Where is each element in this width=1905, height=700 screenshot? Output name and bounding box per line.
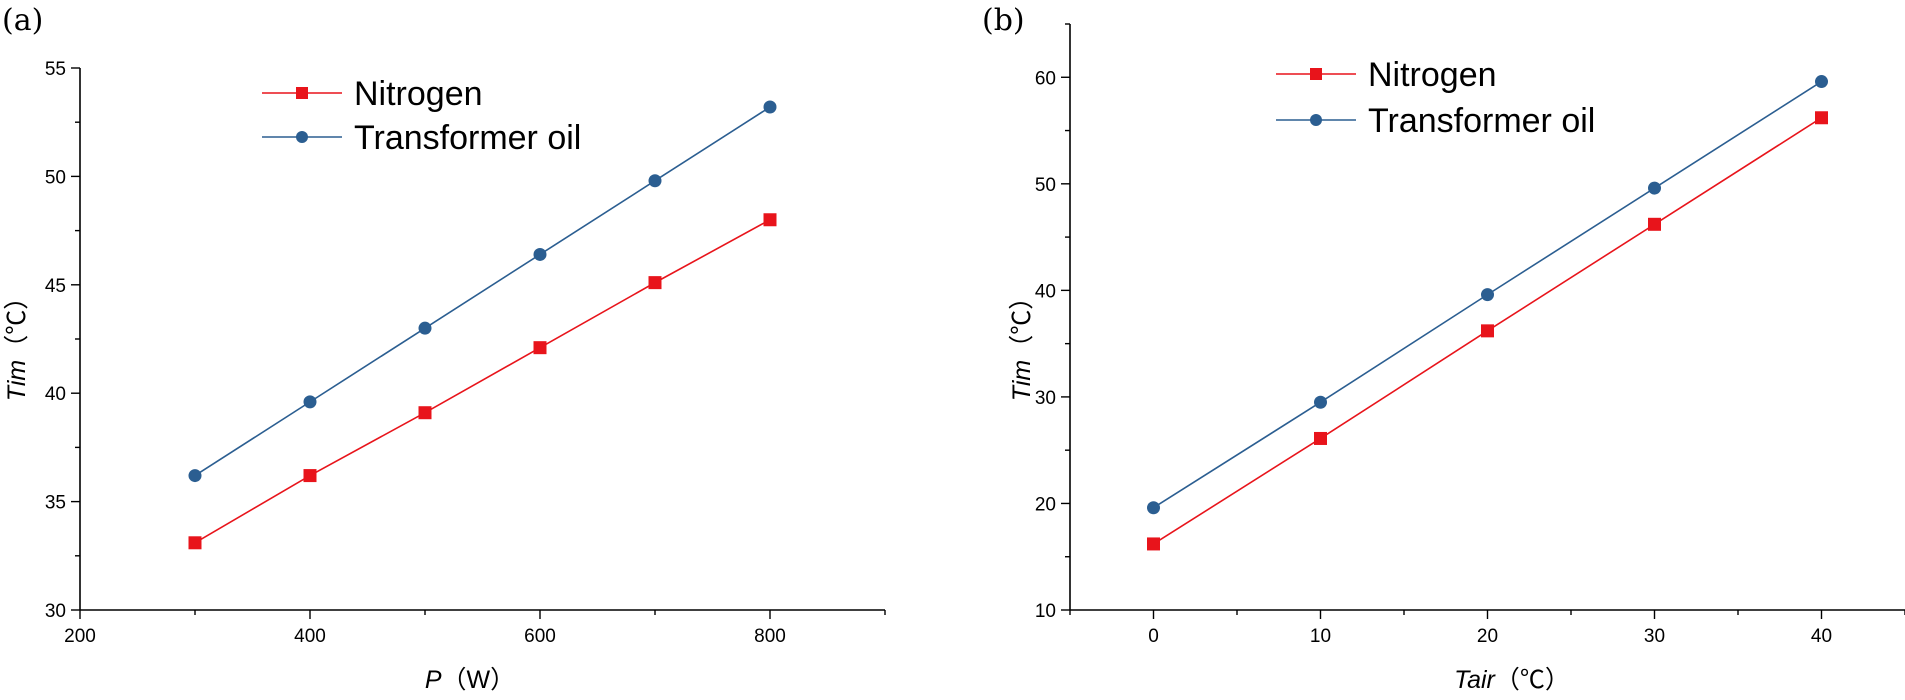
x-tick-label: 20	[1477, 626, 1498, 647]
data-point-circle	[763, 100, 777, 114]
data-point-square	[1481, 324, 1494, 338]
y-tick-label: 10	[1035, 601, 1056, 622]
data-point-circle	[533, 247, 547, 261]
legend-label: Nitrogen	[354, 75, 483, 113]
data-point-circle	[648, 174, 662, 188]
data-point-square	[648, 276, 662, 290]
series-nitrogen	[188, 213, 777, 550]
panel-label: (a)	[2, 3, 43, 38]
y-tick-label: 20	[1035, 494, 1056, 515]
data-point-circle	[303, 395, 317, 409]
series-transformer-oil	[188, 100, 777, 483]
series-line	[194, 219, 771, 544]
data-point-square	[418, 406, 432, 420]
y-tick-label: 45	[45, 276, 66, 297]
legend-marker-square	[296, 87, 308, 99]
data-point-square	[1147, 537, 1160, 551]
chart-panel-b: (b)0 10 20 30 40102030405060Tair（℃）Tim（℃）Nit…	[982, 3, 1905, 694]
y-tick-label: 50	[1035, 175, 1056, 196]
x-tick-label: 200	[64, 626, 96, 647]
y-axis-variable: Tim	[3, 360, 31, 401]
data-point-square	[533, 341, 547, 355]
series-transformer-oil	[1147, 75, 1828, 515]
data-point-square	[1815, 111, 1828, 125]
x-tick-label: 400	[294, 626, 326, 647]
data-point-circle	[1147, 501, 1160, 515]
data-point-square	[303, 469, 317, 483]
data-point-circle	[1815, 75, 1828, 89]
data-point-square	[1314, 431, 1327, 445]
data-point-circle	[418, 321, 432, 335]
x-axis-unit: （℃）	[1495, 666, 1570, 694]
x-tick-label: 10	[1310, 626, 1331, 647]
x-tick-label: 0	[1148, 626, 1159, 647]
data-point-circle	[1648, 181, 1661, 195]
data-point-square	[763, 213, 777, 227]
x-axis-label: P（W）	[425, 666, 515, 694]
x-tick-label: 30	[1644, 626, 1665, 647]
x-tick-label: 40	[1811, 626, 1832, 647]
data-point-circle	[1314, 395, 1327, 409]
series-line	[194, 106, 771, 477]
x-axis-label: Tair（℃）	[1454, 666, 1570, 694]
data-point-circle	[1481, 288, 1494, 302]
y-tick-label: 30	[1035, 388, 1056, 409]
x-tick-label: 600	[524, 626, 556, 647]
y-tick-label: 55	[45, 59, 66, 80]
data-point-circle	[188, 469, 202, 483]
data-point-square	[1648, 217, 1661, 231]
y-axis-unit: （℃）	[3, 285, 31, 360]
y-axis-label: Tim（℃）	[1008, 285, 1036, 401]
x-tick-label: 800	[754, 626, 786, 647]
legend-label: Nitrogen	[1368, 56, 1497, 94]
y-axis-label: Tim（℃）	[3, 285, 31, 401]
series-nitrogen	[1147, 111, 1828, 551]
legend-marker-circle	[296, 131, 308, 143]
y-tick-label: 35	[45, 493, 66, 514]
y-axis-variable: Tim	[1008, 360, 1036, 401]
y-tick-label: 40	[45, 384, 66, 405]
chart-panel-a: (a) 200 400 600 800 30 35 40 45 50 55 P（W） Tim（℃） Nit…	[2, 3, 886, 694]
x-axis-variable: P	[425, 666, 442, 694]
y-tick-label: 30	[45, 601, 66, 622]
legend-label: Transformer oil	[1368, 102, 1595, 140]
y-tick-label: 50	[45, 167, 66, 188]
y-tick-label: 60	[1035, 68, 1056, 89]
legend-label: Transformer oil	[354, 119, 581, 157]
panel-label: (b)	[982, 3, 1025, 38]
legend-marker-square	[1310, 68, 1322, 80]
x-axis-variable: Tair	[1454, 666, 1496, 694]
data-point-square	[188, 536, 202, 550]
legend-marker-circle	[1310, 114, 1322, 126]
y-axis-unit: （℃）	[1008, 285, 1036, 360]
x-axis-unit: （W）	[442, 666, 516, 694]
y-tick-label: 40	[1035, 281, 1056, 302]
